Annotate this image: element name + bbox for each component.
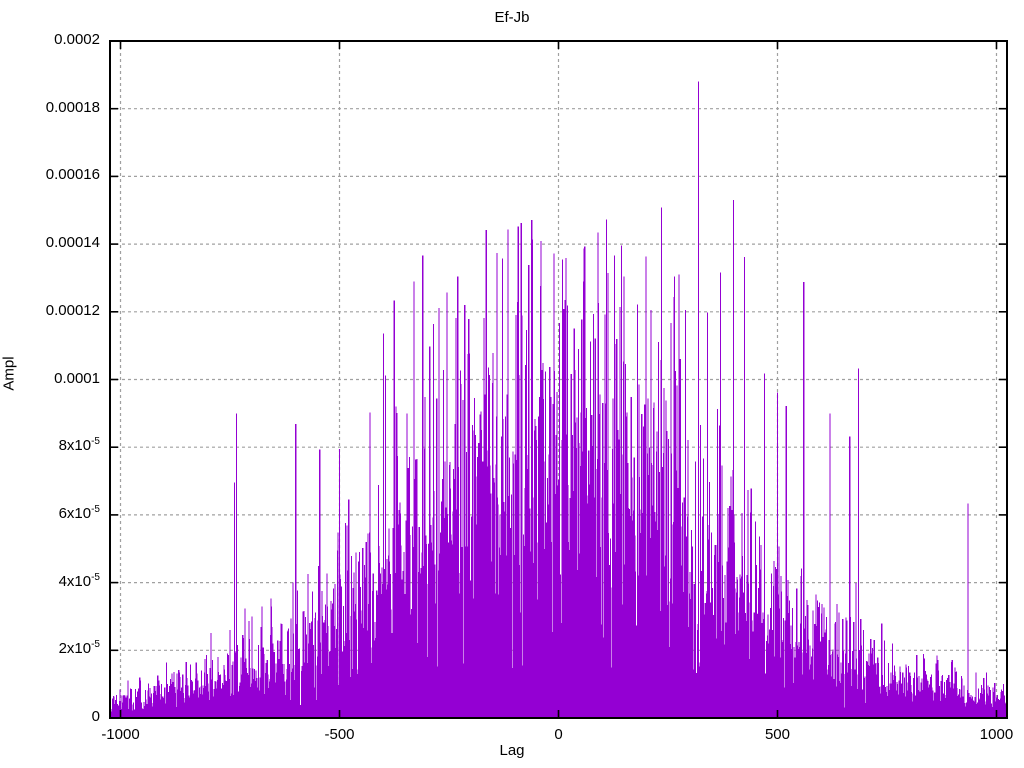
y-tick-label: 0.00012 [45,301,100,319]
y-tick-label: 2x10-5 [58,639,100,658]
y-tick-label: 0.0001 [54,369,100,387]
y-tick-label: 0.00014 [45,234,100,252]
axis-ticks [110,40,1007,719]
y-tick-label: 6x10-5 [58,503,100,522]
y-tick-label: 0.00018 [45,98,100,116]
x-tick-label: -1000 [101,726,140,743]
chart-title: Ef-Jb [494,9,530,26]
x-tick-label: -500 [324,726,355,743]
impulse-series [109,81,1008,718]
x-axis-label: Lag [499,742,525,759]
y-tick-label: 0.00016 [45,166,100,184]
y-tick-label: 8x10-5 [58,436,100,455]
y-tick-label: 4x10-5 [58,571,100,590]
x-tick-label: 1000 [979,726,1014,743]
y-tick-label: 0.0002 [54,31,100,48]
x-tick-label: 0 [554,726,563,743]
x-tick-label: 500 [764,726,790,743]
y-tick-label: 0 [91,708,100,725]
